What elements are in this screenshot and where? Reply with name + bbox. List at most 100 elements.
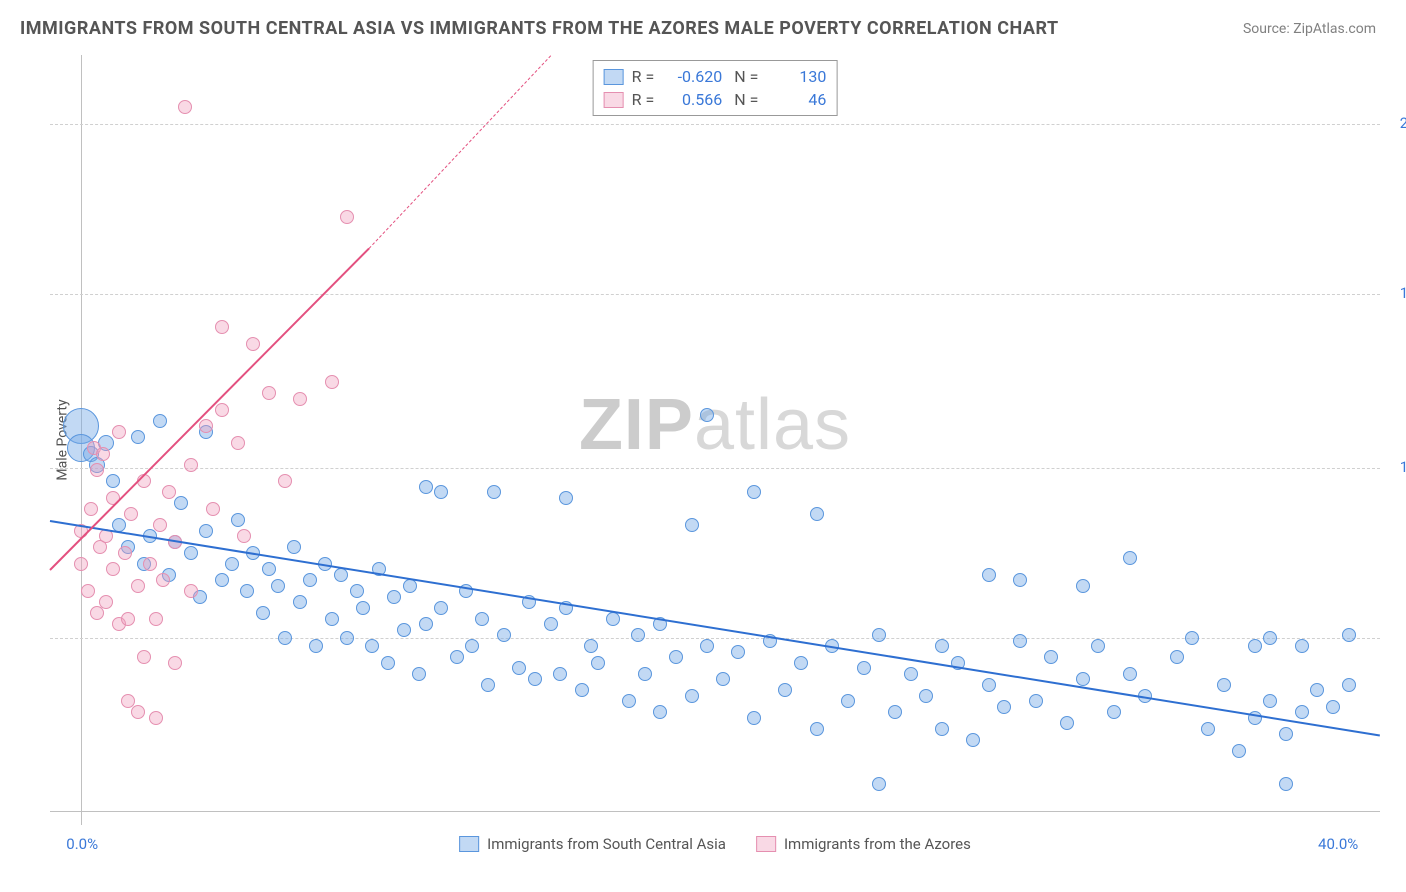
data-point xyxy=(685,518,699,532)
data-point xyxy=(475,612,489,626)
data-point xyxy=(143,557,157,571)
legend-label-2: Immigrants from the Azores xyxy=(784,835,971,853)
data-point xyxy=(419,617,433,631)
data-point xyxy=(1185,631,1199,645)
data-point xyxy=(997,700,1011,714)
data-point xyxy=(412,667,426,681)
data-point xyxy=(90,463,104,477)
data-point xyxy=(1279,727,1293,741)
data-point xyxy=(81,584,95,598)
data-point xyxy=(810,722,824,736)
data-point xyxy=(434,485,448,499)
data-point xyxy=(262,386,276,400)
data-point xyxy=(156,573,170,587)
data-point xyxy=(1279,777,1293,791)
legend-item-1: Immigrants from South Central Asia xyxy=(459,835,726,853)
data-point xyxy=(1263,694,1277,708)
data-point xyxy=(1076,672,1090,686)
data-point xyxy=(584,639,598,653)
data-point xyxy=(1091,639,1105,653)
data-point xyxy=(278,474,292,488)
data-point xyxy=(935,722,949,736)
legend-item-2: Immigrants from the Azores xyxy=(756,835,971,853)
data-point xyxy=(966,733,980,747)
data-point xyxy=(419,480,433,494)
data-point xyxy=(99,595,113,609)
data-point xyxy=(293,392,307,406)
data-point xyxy=(225,557,239,571)
data-point xyxy=(528,672,542,686)
data-point xyxy=(397,623,411,637)
data-point xyxy=(487,485,501,499)
data-point xyxy=(184,584,198,598)
legend-stats: R = -0.620 N = 130 R = 0.566 N = 46 xyxy=(593,60,838,116)
n-value-2: 46 xyxy=(766,90,826,109)
data-point xyxy=(124,507,138,521)
chart-area: Male Poverty ZIPatlas R = -0.620 N = 130… xyxy=(50,55,1380,825)
data-point xyxy=(747,485,761,499)
data-point xyxy=(131,430,145,444)
x-axis-line xyxy=(50,811,1380,812)
data-point xyxy=(591,656,605,670)
data-point xyxy=(1029,694,1043,708)
data-point xyxy=(935,639,949,653)
swatch-icon xyxy=(459,836,479,852)
data-point xyxy=(919,689,933,703)
data-point xyxy=(872,628,886,642)
data-point xyxy=(240,584,254,598)
data-point xyxy=(747,711,761,725)
data-point xyxy=(106,474,120,488)
data-point xyxy=(118,546,132,560)
data-point xyxy=(1310,683,1324,697)
gridline xyxy=(50,638,1380,639)
data-point xyxy=(638,667,652,681)
gridline xyxy=(50,294,1380,295)
data-point xyxy=(794,656,808,670)
data-point xyxy=(215,403,229,417)
watermark: ZIPatlas xyxy=(579,384,851,466)
data-point xyxy=(153,518,167,532)
data-point xyxy=(700,408,714,422)
data-point xyxy=(325,375,339,389)
data-point xyxy=(1170,650,1184,664)
data-point xyxy=(168,656,182,670)
data-point xyxy=(606,612,620,626)
data-point xyxy=(340,631,354,645)
data-point xyxy=(716,672,730,686)
data-point xyxy=(184,546,198,560)
data-point xyxy=(481,678,495,692)
data-point xyxy=(278,631,292,645)
data-point xyxy=(1044,650,1058,664)
n-value-1: 130 xyxy=(766,67,826,86)
data-point xyxy=(872,777,886,791)
data-point xyxy=(1326,700,1340,714)
data-point xyxy=(1123,551,1137,565)
data-point xyxy=(137,650,151,664)
gridline xyxy=(50,468,1380,469)
data-point xyxy=(841,694,855,708)
data-point xyxy=(303,573,317,587)
data-point xyxy=(287,540,301,554)
data-point xyxy=(497,628,511,642)
data-point xyxy=(271,579,285,593)
swatch-series-1 xyxy=(604,69,624,85)
data-point xyxy=(512,661,526,675)
data-point xyxy=(381,656,395,670)
data-point xyxy=(112,425,126,439)
data-point xyxy=(669,650,683,664)
x-tick-label: 0.0% xyxy=(66,835,98,853)
data-point xyxy=(1342,628,1356,642)
data-point xyxy=(215,573,229,587)
data-point xyxy=(778,683,792,697)
data-point xyxy=(131,705,145,719)
data-point xyxy=(575,683,589,697)
swatch-series-2 xyxy=(604,92,624,108)
data-point xyxy=(1060,716,1074,730)
swatch-icon xyxy=(756,836,776,852)
data-point xyxy=(465,639,479,653)
data-point xyxy=(231,513,245,527)
data-point xyxy=(653,705,667,719)
data-point xyxy=(199,419,213,433)
data-point xyxy=(631,628,645,642)
gridline xyxy=(50,124,1380,125)
